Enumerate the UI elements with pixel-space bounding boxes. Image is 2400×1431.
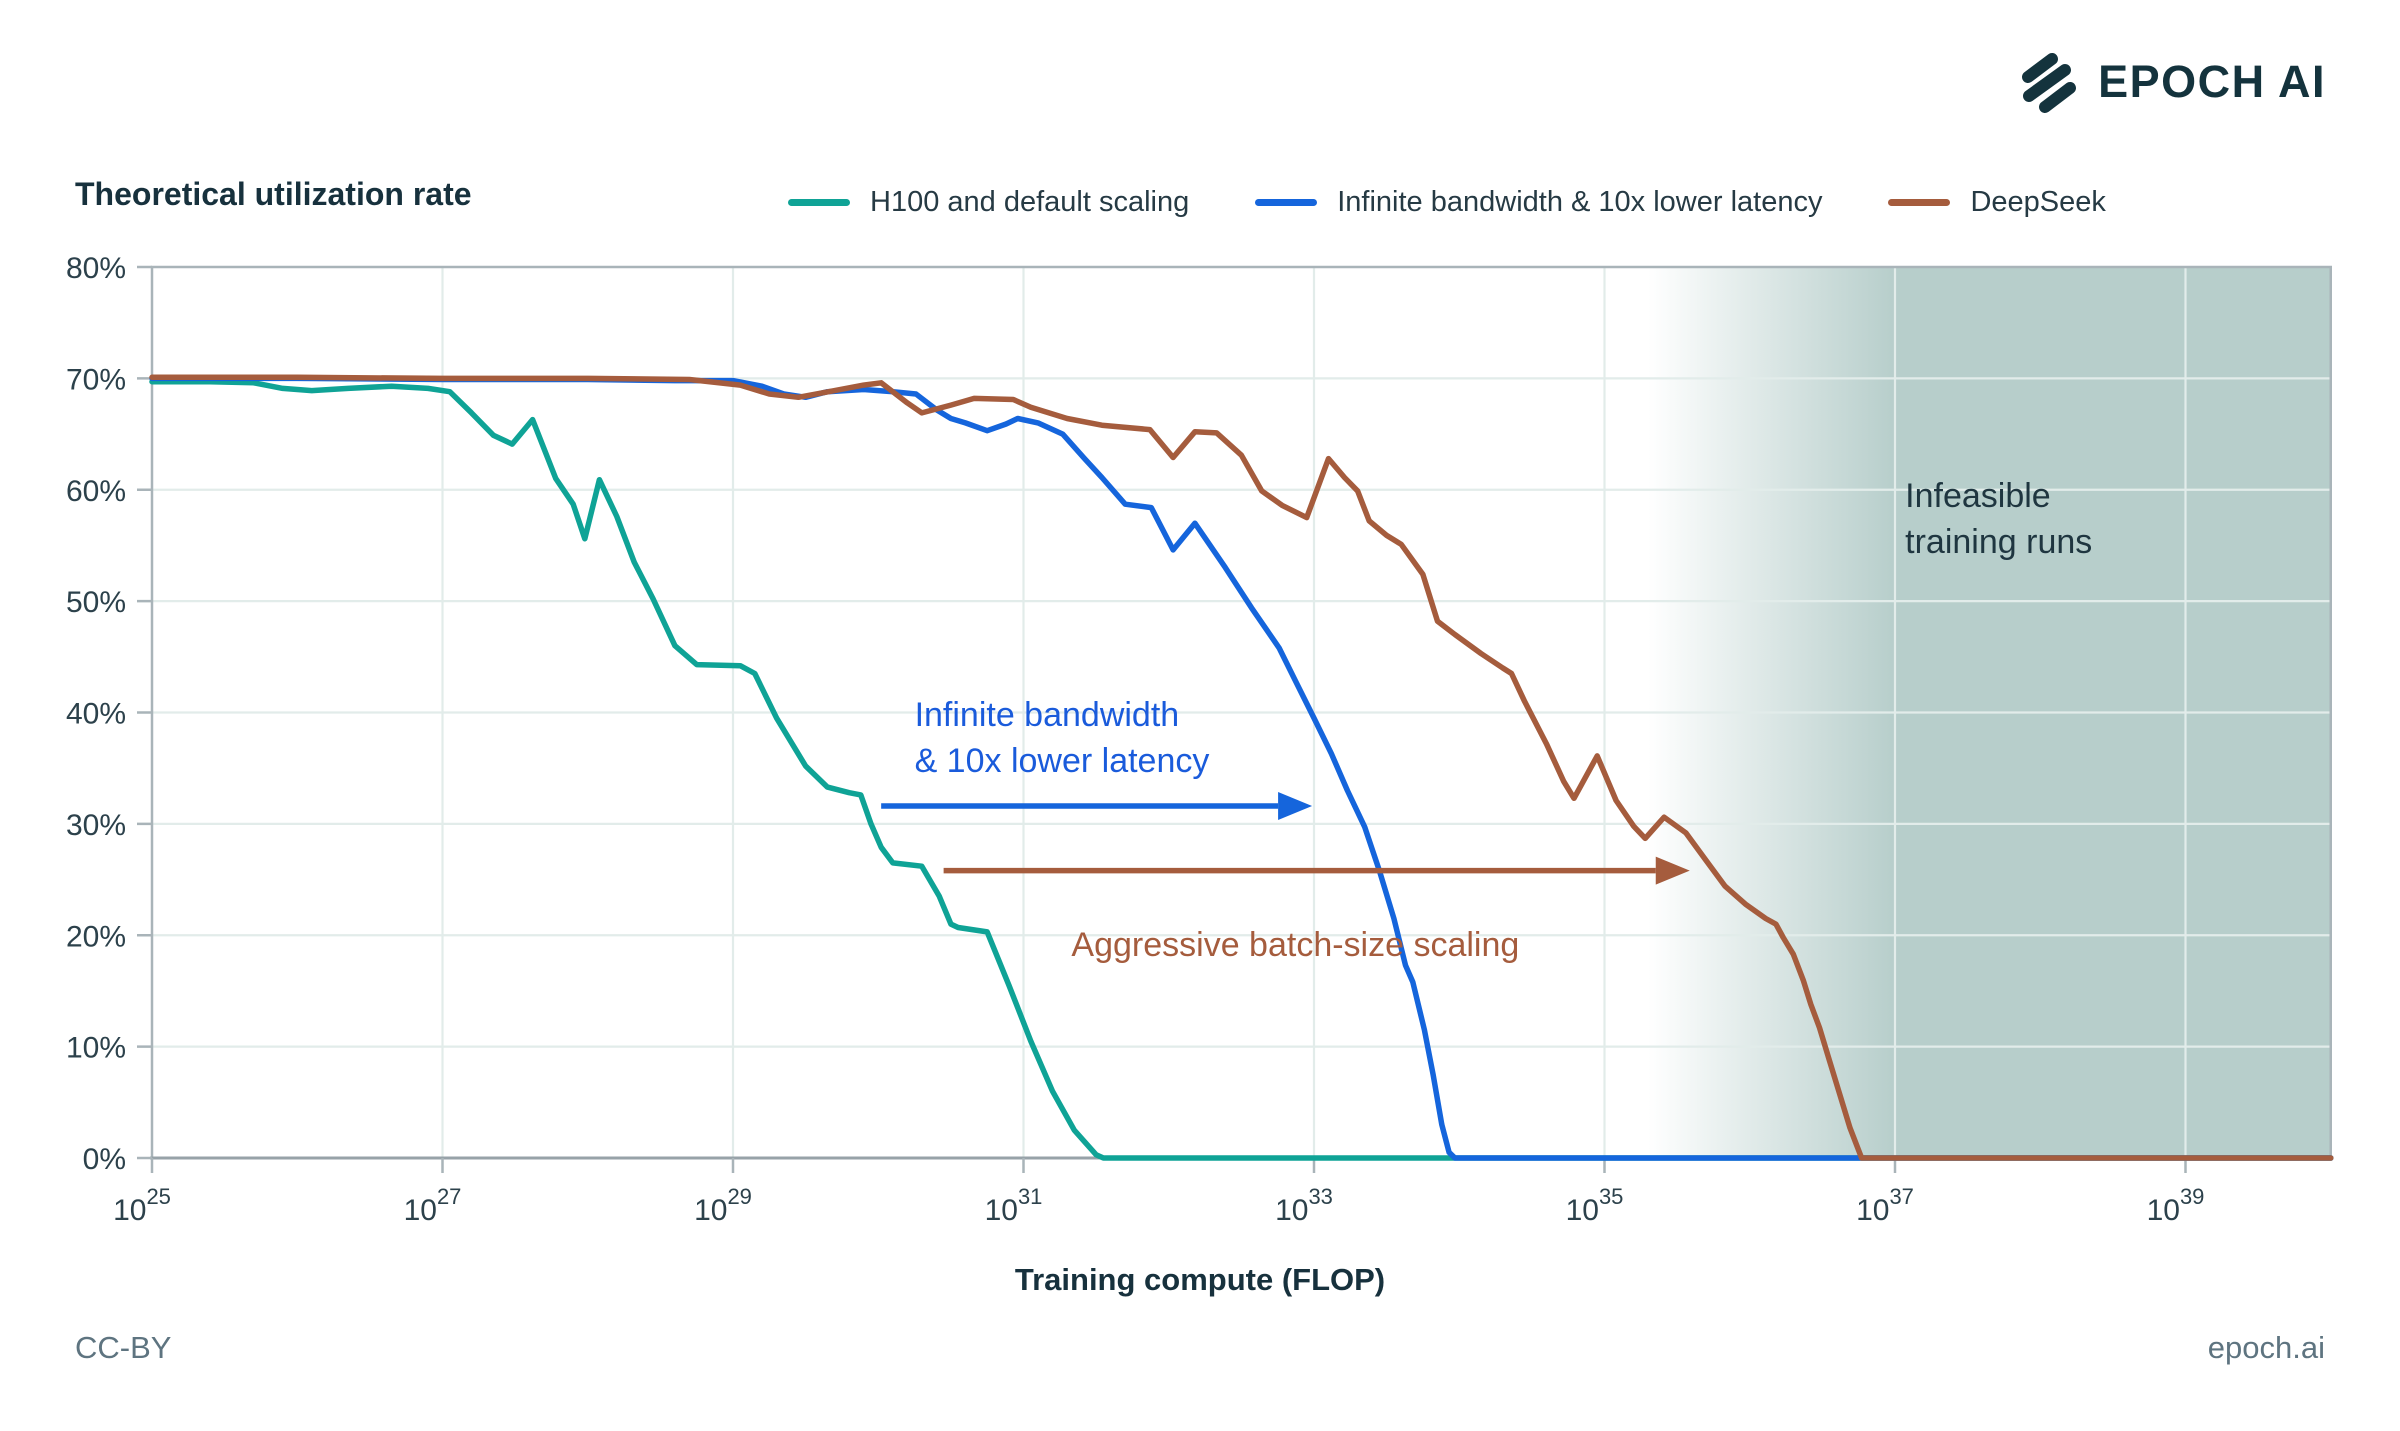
legend-item-deepseek: DeepSeek	[1888, 186, 2106, 219]
y-tick-label-50: 50%	[66, 586, 126, 619]
legend-item-infinite-bandwidth: Infinite bandwidth & 10x lower latency	[1255, 186, 1822, 219]
annotation-line: & 10x lower latency	[914, 742, 1210, 781]
x-tick-label-1e31: 1031	[985, 1184, 1043, 1227]
y-tick-label-40: 40%	[66, 698, 126, 731]
legend: H100 and default scaling Infinite bandwi…	[788, 186, 2106, 219]
legend-swatch-0	[788, 199, 850, 206]
curve-deepseek	[149, 374, 2334, 1161]
annotation-infeasible-training-runs: Infeasible training runs	[1905, 473, 2092, 565]
epoch-ai-logo-icon	[2022, 53, 2077, 113]
chart-title: Theoretical utilization rate	[75, 176, 472, 212]
annotation-infinite-bandwidth: Infinite bandwidth & 10x lower latency	[915, 692, 1210, 784]
legend-label: DeepSeek	[1970, 186, 2106, 218]
annotation-line: Aggressive batch-size scaling	[1071, 925, 1520, 964]
y-tick-label-60: 60%	[66, 475, 126, 508]
y-tick-label-80: 80%	[66, 252, 126, 285]
x-tick-label-1e33: 1033	[1275, 1184, 1333, 1227]
batch-size-arrow-head	[1655, 856, 1690, 885]
x-tick-label-1e27: 1027	[404, 1184, 462, 1227]
site-label: epoch.ai	[2207, 1330, 2325, 1365]
x-tick-label-1e35: 1035	[1566, 1184, 1624, 1227]
y-tick-label-10: 10%	[66, 1032, 126, 1065]
infinite-bandwidth-arrow-head	[1278, 792, 1313, 821]
legend-swatch-2	[1888, 199, 1951, 206]
annotation-line: training runs	[1905, 523, 2093, 562]
x-tick-label-1e37: 1037	[1856, 1184, 1914, 1227]
y-tick-label-30: 30%	[66, 809, 126, 842]
annotation-line: Infinite bandwidth	[914, 696, 1180, 735]
annotation-batch-size-scaling: Aggressive batch-size scaling	[1071, 922, 1519, 968]
x-tick-label-1e25: 1025	[113, 1184, 171, 1227]
y-tick-label-0: 0%	[83, 1143, 126, 1176]
epoch-ai-logo-text: EPOCH AI	[2098, 56, 2326, 107]
curve-h100-default-scaling	[149, 378, 2334, 1161]
license-label: CC-BY	[75, 1330, 172, 1365]
y-tick-label-20: 20%	[66, 920, 126, 953]
epoch-ai-logo: EPOCH AI	[2016, 50, 2326, 114]
x-tick-label-1e29: 1029	[694, 1184, 752, 1227]
legend-item-h100: H100 and default scaling	[788, 186, 1189, 219]
legend-label: Infinite bandwidth & 10x lower latency	[1337, 186, 1823, 218]
x-tick-label-1e39: 1039	[2147, 1184, 2205, 1227]
y-tick-label-70: 70%	[66, 363, 126, 396]
x-axis-title: Training compute (FLOP)	[1014, 1262, 1386, 1297]
legend-swatch-1	[1255, 199, 1318, 206]
legend-label: H100 and default scaling	[870, 186, 1190, 218]
annotation-line: Infeasible	[1905, 477, 2051, 516]
